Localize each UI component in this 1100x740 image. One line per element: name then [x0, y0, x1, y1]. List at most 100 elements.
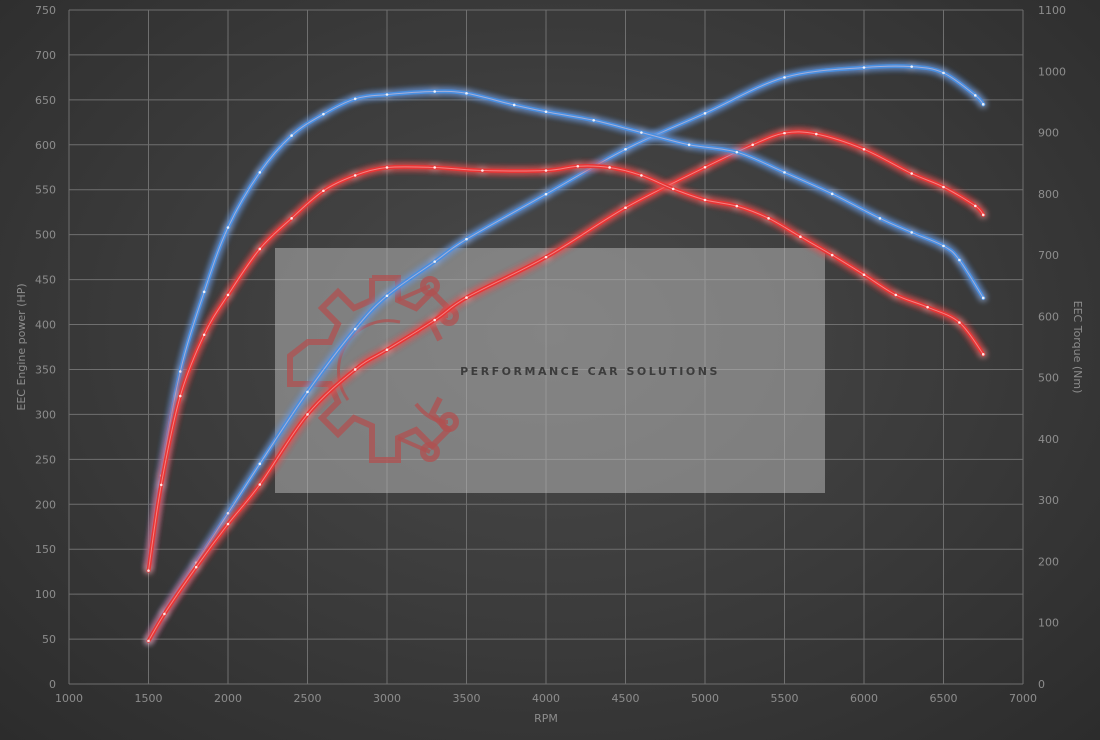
series-0-point	[910, 65, 913, 68]
series-1-line	[146, 129, 986, 643]
series-2-point	[322, 112, 325, 116]
series-2-point	[353, 97, 357, 101]
series-0-point	[433, 260, 437, 263]
series-1-point	[910, 172, 913, 175]
series-3-point	[159, 483, 163, 487]
left-tick-label: 300	[35, 408, 56, 421]
left-tick-label: 100	[35, 588, 56, 601]
series-0-point	[783, 76, 786, 79]
series-0-point	[862, 66, 866, 69]
series-1-point	[194, 565, 198, 569]
right-tick-label: 0	[1038, 678, 1045, 691]
watermark-text: PERFORMANCE CAR SOLUTIONS	[460, 365, 720, 378]
series-2-point	[433, 90, 437, 93]
x-tick-label: 2500	[294, 692, 322, 705]
series-0-point	[258, 462, 262, 466]
series-2-point	[687, 143, 691, 147]
series-2-point	[465, 92, 468, 95]
series-3-point	[385, 166, 389, 169]
series-1-point	[544, 255, 548, 259]
series-0-point	[226, 511, 230, 515]
series-1-point	[703, 165, 707, 169]
series-2-point	[910, 231, 913, 234]
series-2-point	[290, 134, 293, 137]
series-0-point	[306, 390, 309, 394]
series-3-point	[353, 174, 357, 177]
x-tick-label: 6000	[850, 692, 878, 705]
series-3-point	[862, 273, 866, 276]
right-tick-label: 400	[1038, 433, 1059, 446]
right-axis-ticks: 0 100 200 300 400 500 600 700 800 900 1000 1100	[1038, 4, 1066, 691]
left-tick-label: 150	[35, 543, 56, 556]
series-3-point	[290, 217, 293, 220]
right-tick-label: 200	[1038, 555, 1059, 568]
left-tick-label: 550	[35, 184, 56, 197]
x-tick-label: 4000	[532, 692, 560, 705]
left-tick-label: 500	[35, 229, 56, 242]
series-3-point	[767, 217, 770, 220]
series-3-point	[830, 253, 834, 257]
curves	[146, 64, 986, 643]
left-tick-label: 700	[35, 49, 56, 62]
series-3-point	[202, 333, 206, 337]
series-2-point	[385, 93, 389, 96]
series-1-point	[258, 483, 262, 486]
series-1-point	[385, 348, 389, 351]
series-3-point	[322, 189, 325, 193]
series-3-point	[958, 321, 961, 324]
series-2-highlight	[148, 90, 984, 568]
x-tick-label: 3500	[453, 692, 481, 705]
series-3-line	[146, 163, 986, 573]
series-3-point	[926, 305, 929, 309]
series-3-point	[981, 353, 985, 356]
series-0-point	[385, 294, 389, 298]
series-1-point	[624, 206, 627, 210]
right-tick-label: 300	[1038, 494, 1059, 507]
left-axis-ticks: 0 50 100 150 200 250 300 350 400 450 500 550 600 650 7…	[35, 4, 56, 691]
series-2-point	[512, 103, 516, 107]
series-1-point	[942, 185, 945, 189]
x-tick-label: 6500	[930, 692, 958, 705]
series-3-point	[576, 164, 580, 168]
left-tick-label: 250	[35, 453, 56, 466]
series-1-point	[306, 413, 309, 416]
right-tick-label: 900	[1038, 127, 1059, 140]
right-tick-label: 1100	[1038, 4, 1066, 17]
series-0-point	[942, 71, 945, 75]
series-1-point	[433, 318, 437, 322]
series-0-point	[703, 112, 707, 115]
series-3-point	[147, 569, 150, 572]
left-tick-label: 0	[49, 678, 56, 691]
left-tick-label: 450	[35, 274, 56, 287]
series-0-point	[981, 103, 985, 106]
left-tick-label: 750	[35, 4, 56, 17]
left-tick-label: 350	[35, 363, 56, 376]
series-1-point	[147, 639, 150, 643]
series-2-point	[544, 110, 548, 114]
right-tick-label: 800	[1038, 188, 1059, 201]
left-tick-label: 50	[42, 633, 56, 646]
series-2-point	[783, 171, 786, 174]
series-3-point	[703, 198, 707, 202]
right-tick-label: 100	[1038, 617, 1059, 630]
series-3-point	[608, 166, 611, 169]
series-2-point	[735, 150, 739, 154]
grid-lines	[68, 9, 1024, 685]
x-tick-label: 2000	[214, 692, 242, 705]
left-tick-label: 600	[35, 139, 56, 152]
series-2-point	[942, 244, 945, 248]
x-tick-label: 1500	[135, 692, 163, 705]
series-0-point	[353, 327, 357, 331]
right-tick-label: 500	[1038, 372, 1059, 385]
series-2-point	[592, 118, 595, 122]
series-1-point	[226, 522, 230, 526]
x-axis-title: RPM	[534, 712, 558, 725]
series-2-point	[981, 296, 985, 300]
series-1-point	[163, 612, 166, 616]
series-0-point	[465, 237, 468, 241]
series-3-point	[226, 293, 230, 297]
series-2-point	[258, 171, 262, 174]
left-tick-label: 200	[35, 498, 56, 511]
watermark-logo: PERFORMANCE CAR SOLUTIONS	[275, 248, 825, 493]
